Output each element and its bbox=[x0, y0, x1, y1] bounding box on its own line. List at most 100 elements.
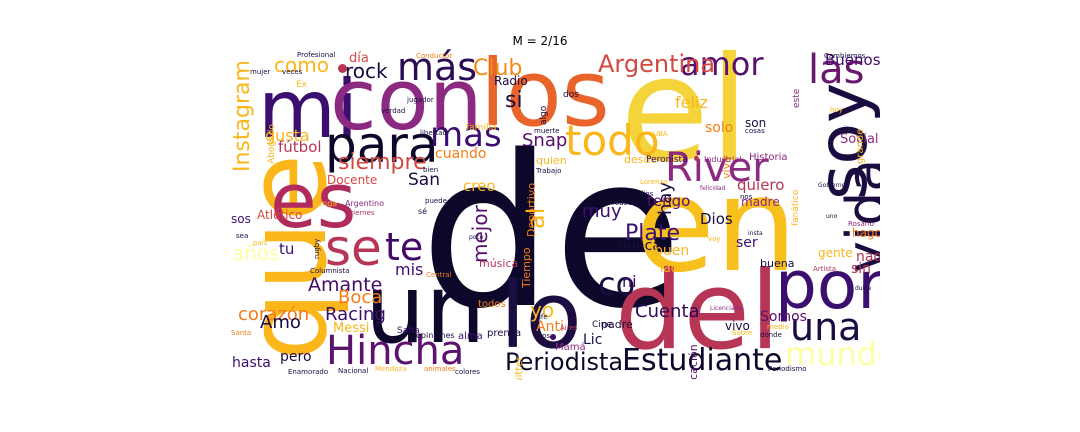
cloud-word: Conductor bbox=[416, 52, 453, 60]
cloud-word: por bbox=[775, 247, 880, 324]
cloud-word: insta bbox=[748, 230, 763, 237]
cloud-word: todos bbox=[478, 299, 506, 310]
cloud-word: hasta bbox=[232, 355, 271, 371]
cloud-word: libertad bbox=[420, 129, 447, 137]
cloud-word: opiniones bbox=[416, 331, 455, 340]
cloud-word: sea bbox=[236, 232, 249, 240]
cloud-word: Plate bbox=[625, 221, 681, 246]
cloud-word: padre bbox=[601, 318, 633, 331]
cloud-word: Somos bbox=[760, 309, 807, 325]
cloud-word: Cine bbox=[592, 320, 613, 330]
cloud-word: Aires bbox=[560, 324, 578, 332]
cloud-word: Licenciado bbox=[710, 305, 742, 312]
cloud-word: ig bbox=[844, 125, 850, 132]
cloud-word: uno bbox=[826, 213, 838, 220]
cloud-word: cosas bbox=[745, 127, 765, 135]
cloud-word: tengo bbox=[647, 192, 691, 210]
cloud-word: Abogado bbox=[267, 123, 277, 164]
cloud-word: las bbox=[808, 48, 865, 93]
cloud-word: Argentina bbox=[598, 50, 716, 78]
cloud-word: Tiempo bbox=[520, 246, 533, 288]
cloud-word: co bbox=[598, 265, 636, 303]
cloud-word: pero bbox=[280, 349, 312, 365]
cloud-word: vos bbox=[538, 332, 551, 340]
cloud-word: Hincha bbox=[326, 328, 465, 374]
cloud-word: del bbox=[615, 249, 781, 374]
cloud-word: tu bbox=[279, 240, 295, 258]
cloud-word: desde bbox=[624, 153, 658, 166]
cloud-word: UBA bbox=[653, 130, 668, 138]
cloud-word: prensa bbox=[487, 328, 522, 339]
cloud-word: San bbox=[408, 170, 440, 190]
cloud-word: Lorenzo bbox=[640, 178, 668, 186]
cloud-word: todo bbox=[565, 116, 660, 165]
cloud-word: Snap bbox=[522, 130, 568, 151]
cloud-word: Productor bbox=[608, 199, 642, 207]
cloud-word: una bbox=[790, 305, 862, 349]
cloud-word: país bbox=[253, 239, 268, 247]
cloud-word: lado bbox=[660, 261, 686, 275]
cloud-word: es bbox=[270, 156, 357, 245]
cloud-word: Instagram bbox=[230, 59, 255, 172]
cloud-word: poco bbox=[469, 234, 484, 241]
cloud-word: donde bbox=[760, 331, 782, 339]
cloud-word: Racing bbox=[325, 304, 386, 325]
cloud-word: música bbox=[479, 257, 519, 270]
cloud-word: algo bbox=[539, 105, 549, 125]
cloud-word: nunca bbox=[618, 238, 661, 254]
cloud-word: sé bbox=[418, 207, 428, 216]
cloud-word: Columnista bbox=[310, 267, 350, 275]
cloud-word: Rosario bbox=[848, 220, 874, 228]
cloud-word: el bbox=[620, 48, 750, 195]
cloud-word: animales bbox=[424, 365, 456, 373]
cloud-word: veces bbox=[282, 68, 303, 76]
cloud-word: felicidad bbox=[700, 185, 726, 192]
cloud-word: Anti bbox=[536, 319, 564, 335]
cloud-word: nos bbox=[740, 193, 753, 201]
cloud-word: fanático bbox=[791, 189, 801, 227]
cloud-word: viernes bbox=[349, 209, 375, 217]
cloud-word: solo bbox=[705, 120, 734, 136]
cloud-word: de bbox=[420, 110, 683, 355]
cloud-word: Comunicación bbox=[687, 344, 700, 380]
cloud-word: para bbox=[325, 116, 439, 174]
cloud-word: Trabajo bbox=[536, 167, 562, 175]
cloud-word: Boca bbox=[338, 287, 383, 308]
cloud-word: verdad bbox=[381, 107, 406, 115]
cloud-word: Peronista bbox=[646, 155, 688, 165]
cloud-word: Profesional bbox=[297, 51, 336, 59]
decorative-dot bbox=[338, 64, 347, 73]
cloud-word: ni bbox=[622, 272, 637, 291]
cloud-word: Enamorado bbox=[288, 368, 329, 376]
cloud-word: Santa bbox=[231, 329, 252, 337]
cloud-word: dos bbox=[563, 90, 579, 100]
cloud-word: feliz bbox=[675, 93, 708, 112]
cloud-word: corazón bbox=[238, 304, 310, 325]
cloud-word: mundo bbox=[785, 335, 880, 373]
cloud-word: Ex bbox=[296, 80, 308, 90]
cloud-word: Amante bbox=[308, 274, 383, 296]
cloud-word: amor bbox=[680, 48, 764, 83]
cloud-word: en bbox=[635, 149, 798, 301]
cloud-word: Radio bbox=[494, 74, 528, 88]
cloud-word: River bbox=[665, 145, 769, 191]
cloud-word: gente bbox=[818, 246, 853, 260]
cloud-word: día bbox=[349, 51, 369, 66]
cloud-word: madre bbox=[741, 195, 780, 209]
cloud-word: Social bbox=[840, 132, 879, 147]
cloud-word: Atlético bbox=[257, 208, 303, 222]
cloud-word: Industrial bbox=[704, 155, 742, 164]
cloud-word: grande bbox=[855, 128, 866, 164]
cloud-word: siempre bbox=[338, 150, 427, 175]
cloud-word: mi bbox=[258, 63, 359, 156]
cloud-word: bien bbox=[423, 166, 439, 174]
cloud-word: dulce bbox=[855, 285, 872, 292]
cloud-word: muy bbox=[582, 201, 622, 222]
cloud-word: ser bbox=[736, 235, 758, 251]
cloud-word: más bbox=[397, 48, 478, 89]
cloud-word: Periodismo bbox=[768, 365, 807, 373]
cloud-word: este bbox=[792, 88, 802, 108]
cloud-word: son bbox=[745, 116, 767, 130]
cloud-word: yo bbox=[530, 298, 555, 322]
cloud-word: jugador bbox=[407, 96, 434, 104]
